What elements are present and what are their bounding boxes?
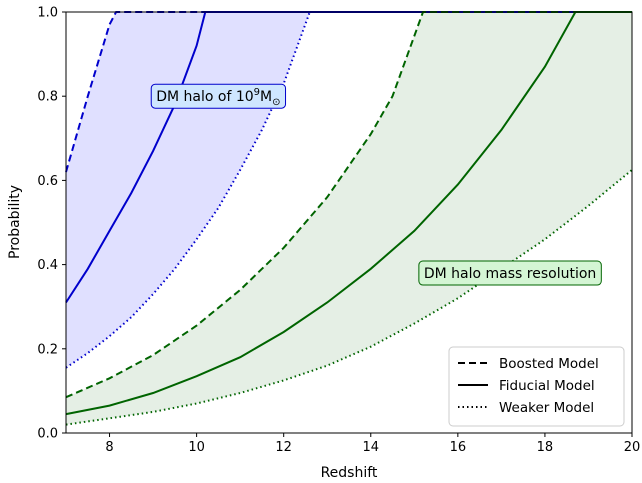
y-tick-label: 0.0	[37, 427, 58, 442]
y-axis-label: Probability	[7, 185, 23, 259]
green-solid-line	[65, 11, 632, 416]
y-axis: 0.0 0.2 0.4 0.6 0.8 1.0	[37, 6, 66, 442]
legend-label: Boosted Model	[499, 356, 599, 372]
legend: Boosted Model Fiducial Model Weaker Model	[448, 346, 625, 427]
y-tick-label: 0.4	[37, 258, 58, 273]
legend-label: Fiducial Model	[499, 378, 595, 394]
svg-text:DM halo of 109M⊙: DM halo of 109M⊙	[156, 87, 280, 108]
x-axis: 8 10 12 14 16 18 20	[105, 433, 640, 455]
legend-label: Weaker Model	[499, 400, 594, 416]
green-dashed-line	[65, 11, 632, 399]
x-tick-label: 14	[362, 440, 379, 455]
y-tick-label: 0.8	[37, 90, 58, 105]
x-tick-label: 16	[450, 440, 467, 455]
x-tick-label: 10	[188, 440, 205, 455]
y-tick-label: 0.6	[37, 174, 58, 189]
annotation-sup: 9	[254, 87, 260, 98]
dm-halo-resolution-label: DM halo mass resolution	[418, 260, 602, 286]
dm-halo-1e9-label: DM halo of 109M⊙	[150, 83, 287, 109]
y-tick-label: 0.2	[37, 342, 58, 357]
blue-solid-line	[65, 11, 632, 304]
plot-frame	[65, 11, 633, 434]
green-band	[66, 12, 632, 425]
annotation-suffix: M	[260, 89, 272, 105]
y-tick-label: 1.0	[37, 6, 58, 21]
legend-box	[448, 346, 625, 427]
series-lines	[65, 11, 633, 426]
svg-text:DM halo mass resolution: DM halo mass resolution	[424, 266, 596, 282]
annotations: DM halo of 109M⊙ DM halo mass resolution	[150, 83, 602, 286]
x-tick-label: 12	[275, 440, 292, 455]
annotation-sub: ⊙	[272, 97, 280, 108]
annotation-text: DM halo mass resolution	[424, 266, 596, 282]
x-tick-label: 8	[105, 440, 113, 455]
green-dotted-line	[65, 169, 633, 426]
x-tick-label: 18	[537, 440, 554, 455]
x-tick-label: 20	[624, 440, 641, 455]
annotation-text: DM halo of 10	[156, 89, 253, 105]
x-axis-label: Redshift	[321, 465, 378, 481]
